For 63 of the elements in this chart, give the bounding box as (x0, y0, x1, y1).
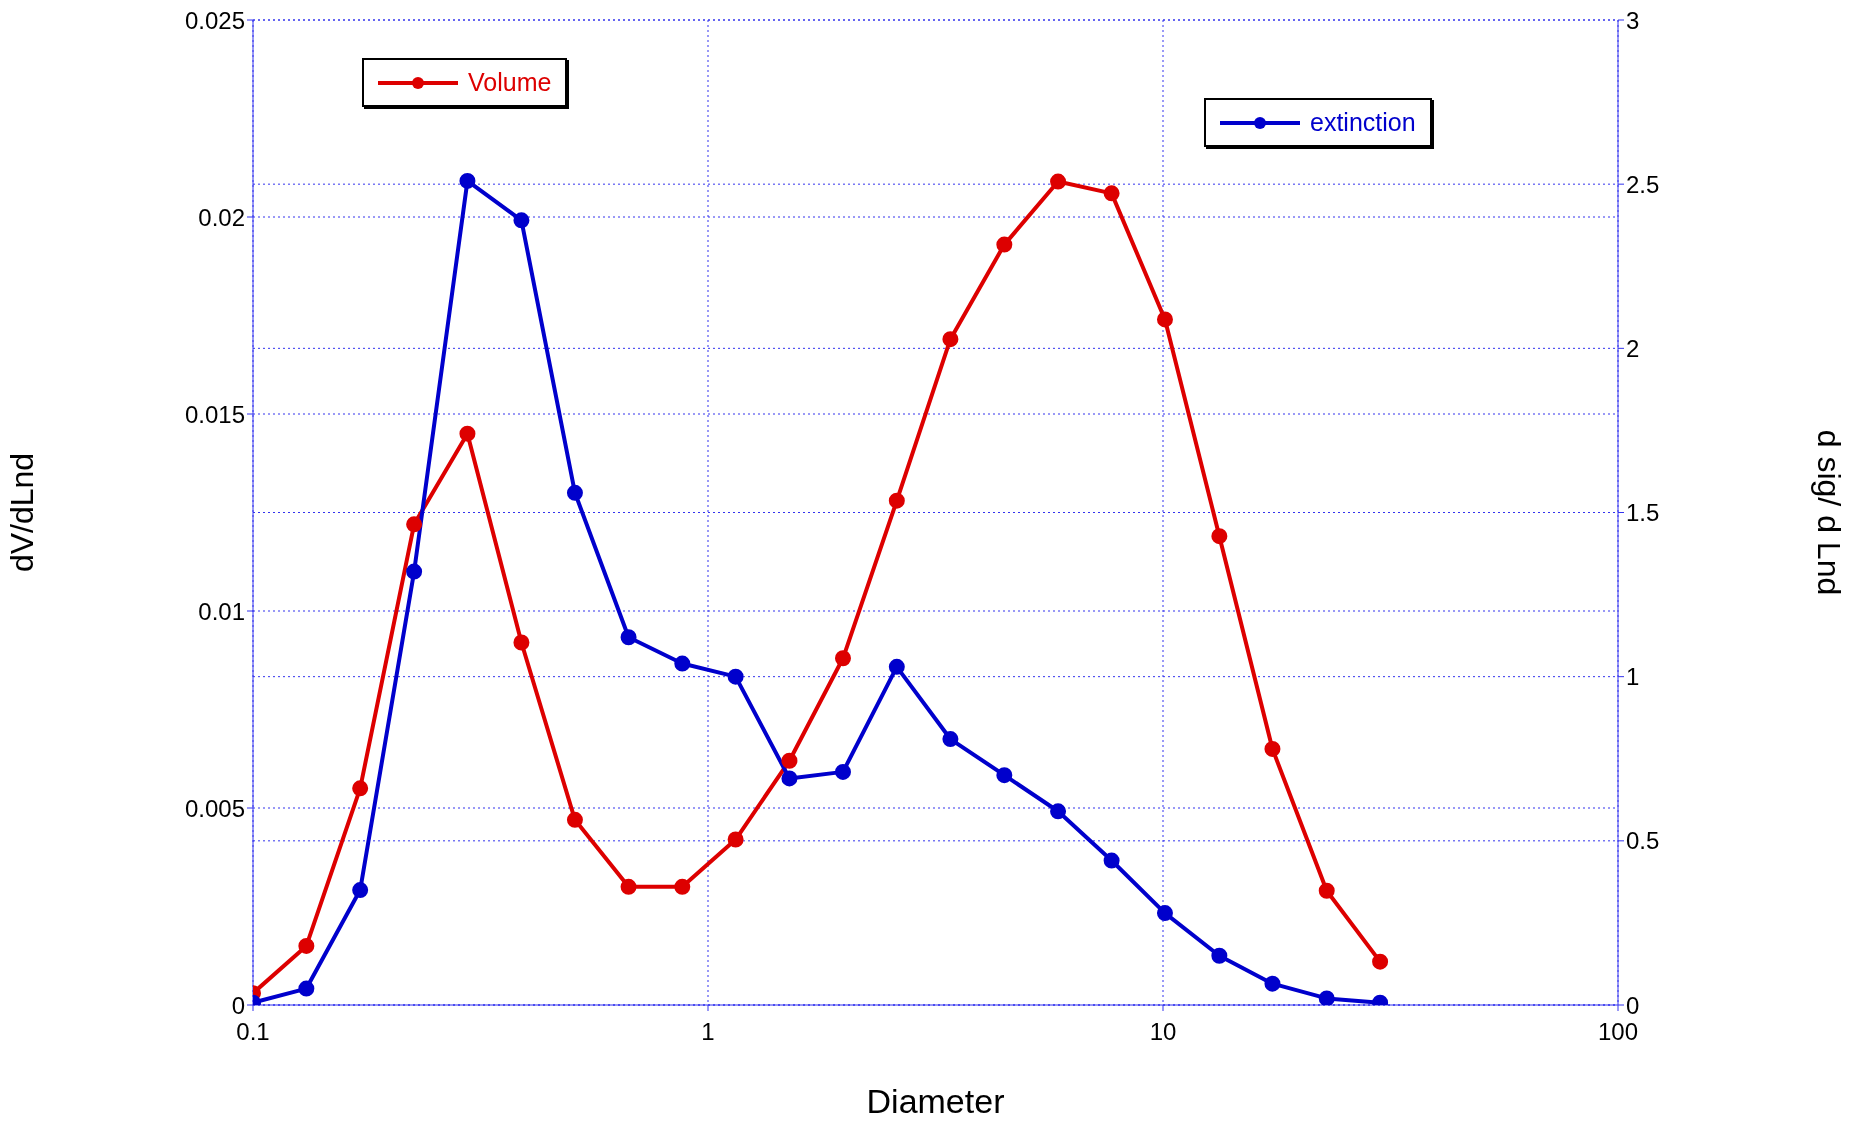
point (1050, 803, 1067, 820)
point (834, 763, 851, 780)
point (1156, 311, 1173, 328)
point (298, 937, 315, 954)
point (459, 425, 476, 442)
point (781, 770, 798, 787)
y2-tick-label: 1.5 (1626, 499, 1660, 527)
point (566, 484, 583, 501)
point (942, 331, 959, 348)
point (352, 780, 369, 797)
point (406, 563, 423, 580)
point (834, 650, 851, 667)
point (1264, 975, 1281, 992)
point (620, 878, 637, 895)
point (1103, 852, 1120, 869)
point (513, 634, 530, 651)
x-tick-label: 10 (1149, 1018, 1177, 1046)
point (996, 236, 1013, 253)
point (1211, 528, 1228, 545)
point (888, 492, 905, 509)
point (406, 516, 423, 533)
point (1318, 990, 1335, 1005)
point (513, 212, 530, 229)
point (620, 629, 637, 646)
y2-tick-label: 2 (1626, 334, 1640, 362)
y2-tick-label: 3 (1626, 6, 1640, 34)
y-axis-title: dV/dLnd (4, 452, 41, 573)
point (942, 731, 959, 748)
y-tick-label: 0 (231, 991, 245, 1019)
y-tick-label: 0.02 (198, 203, 245, 231)
x-tick-label: 1 (701, 1018, 715, 1046)
y2-tick-label: 1 (1626, 663, 1640, 691)
point (781, 752, 798, 769)
point (727, 668, 744, 685)
legend-label: extinction (1310, 108, 1416, 137)
y-tick-label: 0.01 (198, 597, 245, 625)
point (674, 655, 691, 672)
x-tick-label: 0.1 (236, 1018, 270, 1046)
point (459, 172, 476, 189)
y-tick-label: 0.005 (184, 794, 245, 822)
point (1103, 185, 1120, 202)
point (1050, 173, 1067, 190)
point (566, 811, 583, 828)
point (1156, 905, 1173, 922)
y-tick-label: 0.025 (184, 6, 245, 34)
y-tick-label: 0.015 (184, 400, 245, 428)
legend-label: Volume (468, 68, 552, 97)
point (1211, 947, 1228, 964)
point (727, 831, 744, 848)
point (674, 878, 691, 895)
y2-axis-title: d sig/ d Lnd (1810, 429, 1847, 596)
x-tick-label: 100 (1597, 1018, 1639, 1046)
point (352, 882, 369, 899)
point (1264, 740, 1281, 757)
point (888, 658, 905, 675)
point (1372, 953, 1389, 970)
point (298, 980, 315, 997)
y2-tick-label: 0.5 (1626, 827, 1660, 855)
point (1318, 882, 1335, 899)
point (996, 767, 1013, 784)
x-axis-title: Diameter (866, 1082, 1005, 1120)
y2-tick-label: 2.5 (1626, 170, 1660, 198)
y2-tick-label: 0 (1626, 991, 1640, 1019)
